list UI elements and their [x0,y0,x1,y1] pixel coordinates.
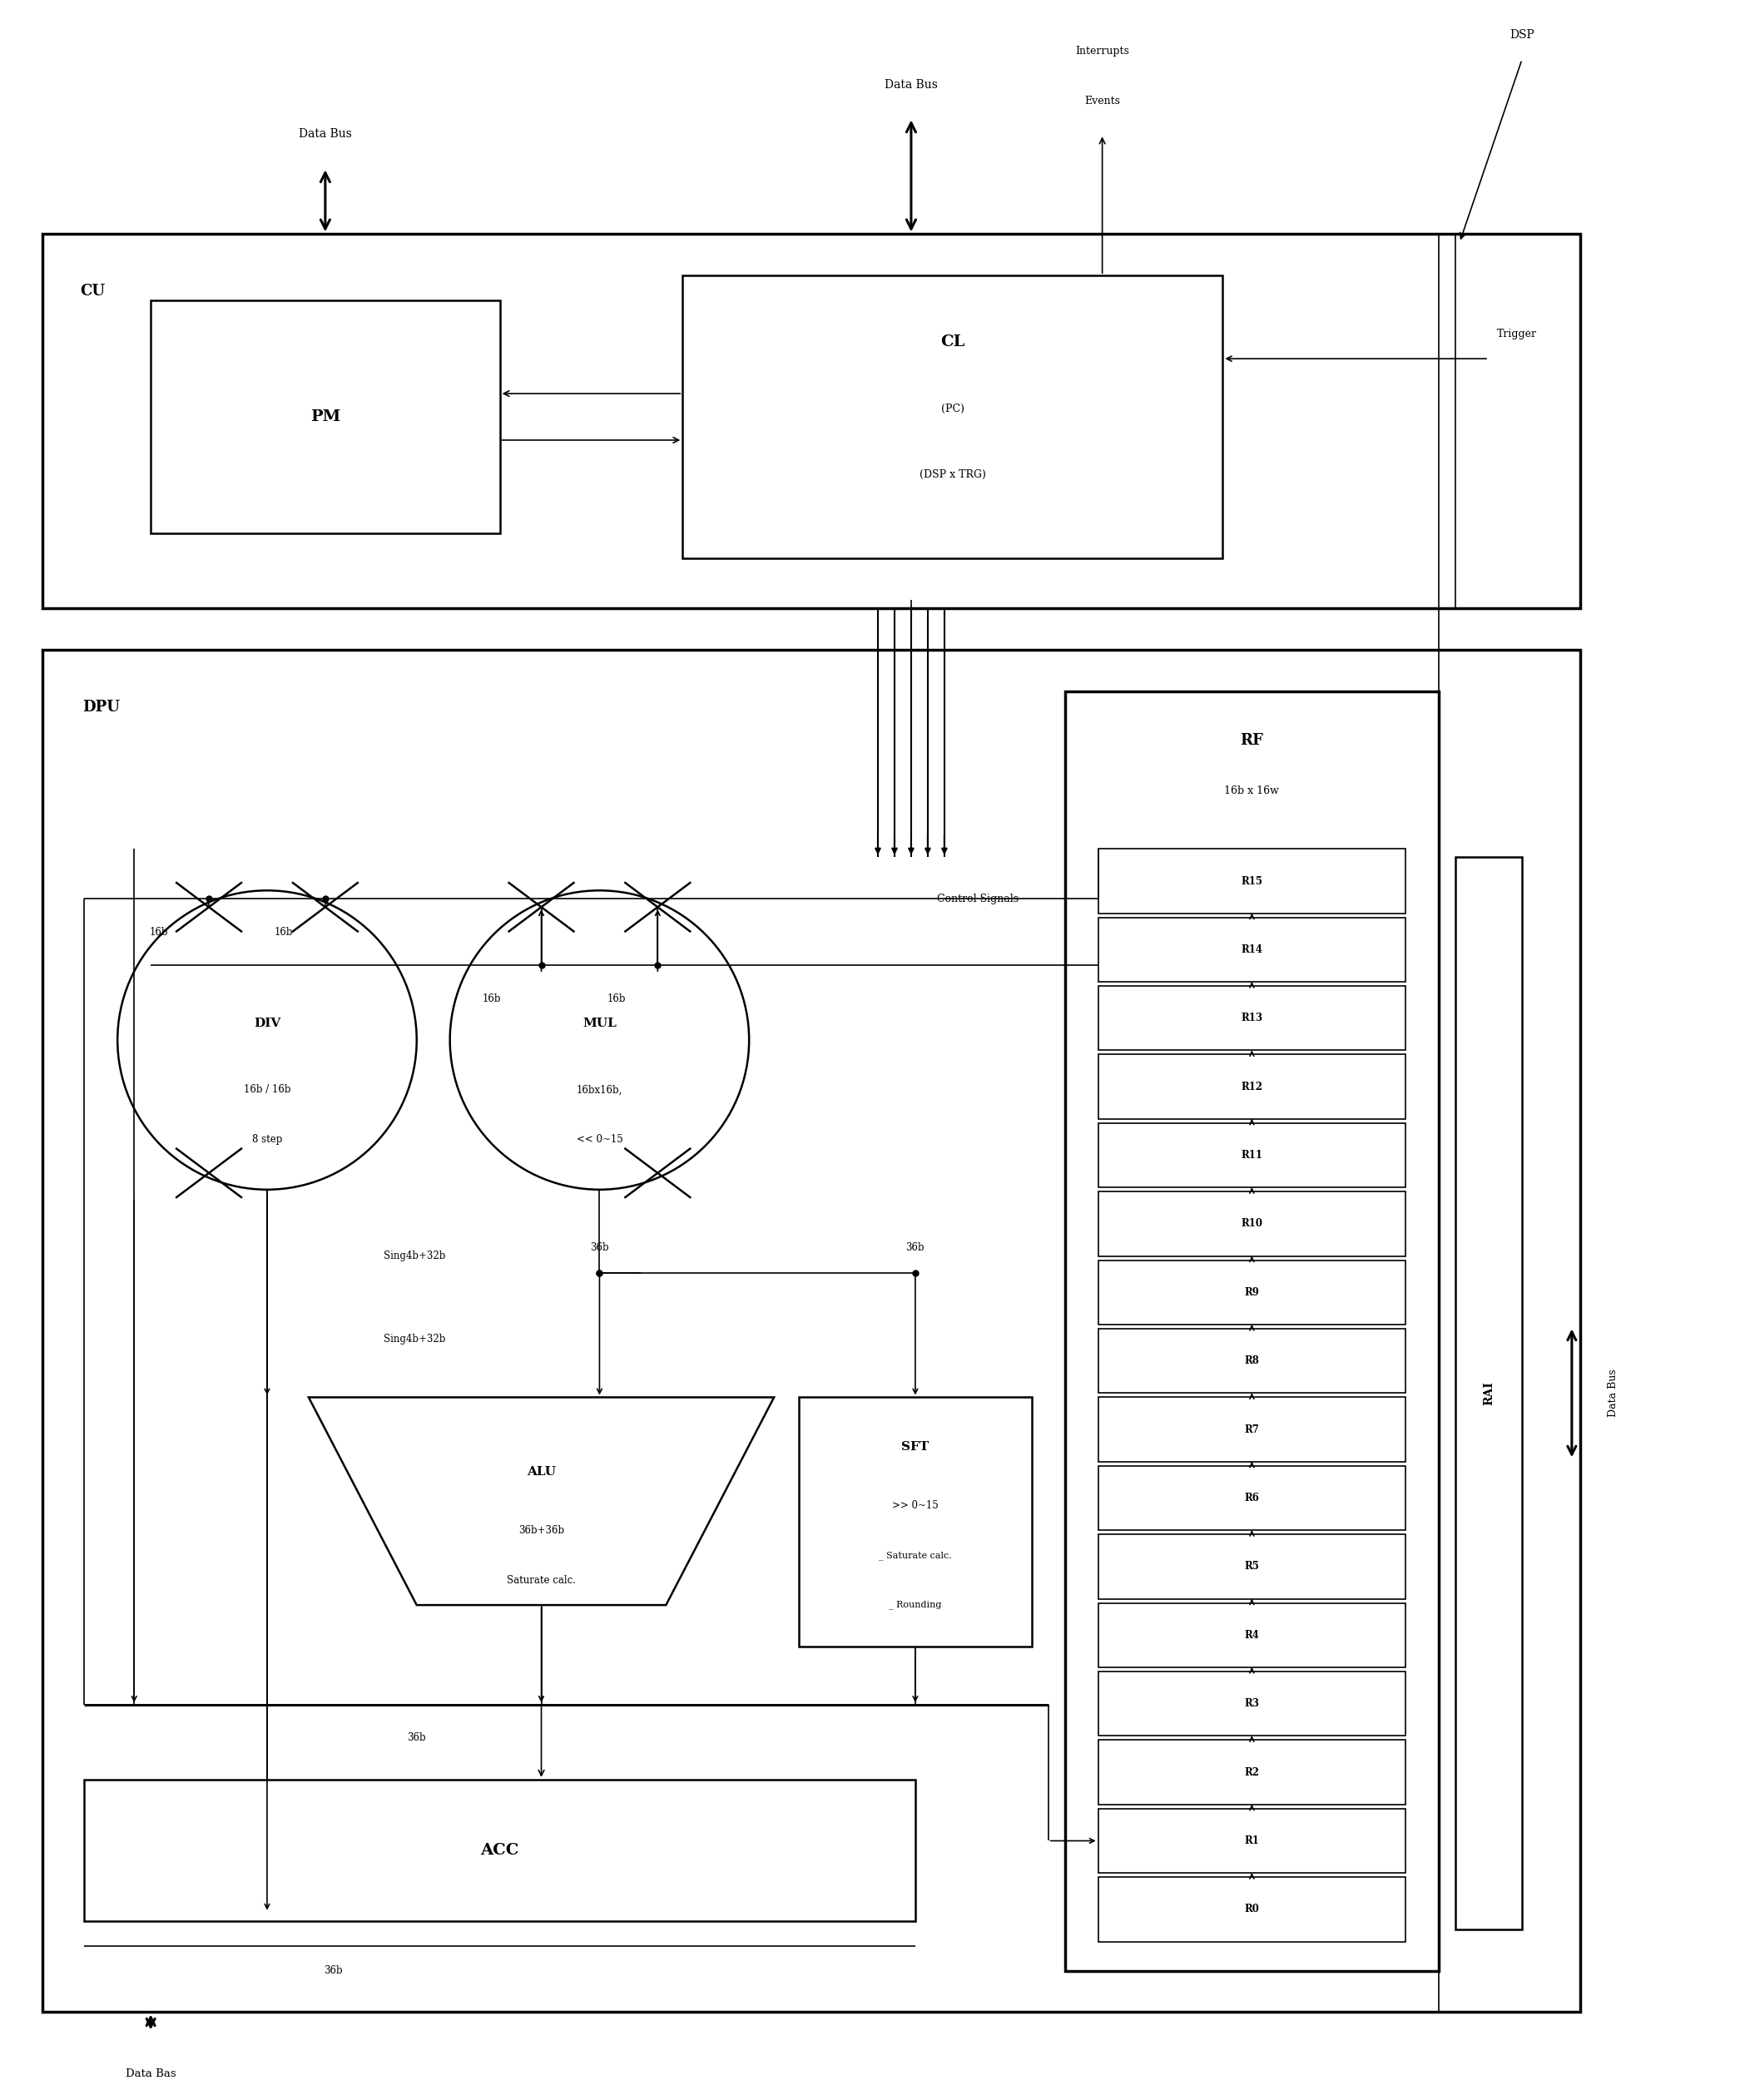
Text: ACC: ACC [480,1842,519,1859]
Bar [84,1779,915,1922]
Bar [1098,1535,1406,1598]
Text: R12: R12 [1241,1082,1263,1092]
Text: Interrupts: Interrupts [1075,46,1129,57]
Text: R1: R1 [1244,1835,1260,1846]
Bar [151,300,499,533]
Text: DSP: DSP [1510,29,1535,40]
Text: 36b: 36b [590,1243,609,1254]
Bar [1098,1260,1406,1325]
Bar [1098,987,1406,1050]
Text: R5: R5 [1244,1560,1260,1573]
Text: Saturate calc.: Saturate calc. [506,1575,576,1586]
Text: Data Bas: Data Bas [125,2068,176,2079]
Text: 16b: 16b [150,926,169,937]
Bar [1098,1124,1406,1186]
Bar [1098,1191,1406,1256]
Text: R4: R4 [1244,1630,1260,1640]
Text: Data Bus: Data Bus [299,128,351,141]
Text: >> 0~15: >> 0~15 [893,1499,938,1510]
Bar [799,1396,1032,1646]
Bar [1065,691,1439,1970]
Text: MUL: MUL [583,1018,616,1029]
Bar [1098,1741,1406,1804]
Text: Data Bus: Data Bus [884,78,938,90]
Text: 16bx16b,: 16bx16b, [576,1084,623,1096]
Text: << 0~15: << 0~15 [576,1134,623,1145]
Text: R14: R14 [1241,945,1263,956]
Text: 36b+36b: 36b+36b [519,1525,564,1535]
Text: R3: R3 [1244,1699,1260,1709]
Text: DPU: DPU [82,699,120,714]
Text: DIV: DIV [254,1018,280,1029]
Text: Control Signals: Control Signals [936,892,1018,905]
Text: R13: R13 [1241,1012,1263,1023]
Text: (PC): (PC) [941,403,964,414]
Bar [682,275,1223,559]
Text: _ Saturate calc.: _ Saturate calc. [879,1550,952,1560]
Text: R2: R2 [1244,1766,1260,1779]
Bar [1098,918,1406,983]
Bar [1098,1054,1406,1119]
Text: 16b: 16b [607,993,625,1004]
Text: R9: R9 [1244,1287,1260,1298]
Bar [44,649,1580,2012]
Text: 16b: 16b [275,926,292,937]
Text: 16b / 16b: 16b / 16b [244,1084,291,1096]
Text: Sing4b+32b: Sing4b+32b [383,1252,445,1262]
Bar [44,233,1580,609]
Bar [1098,1602,1406,1667]
Text: CL: CL [941,334,966,349]
Text: R7: R7 [1244,1424,1260,1434]
Text: ALU: ALU [527,1466,555,1478]
Text: 36b: 36b [907,1243,924,1254]
Text: R10: R10 [1241,1218,1263,1228]
Bar [1455,857,1522,1930]
Text: CU: CU [80,284,104,298]
Text: 8 step: 8 step [252,1134,282,1145]
Text: R8: R8 [1244,1357,1260,1367]
Bar [1098,1808,1406,1873]
Text: R6: R6 [1244,1493,1260,1504]
Text: 36b: 36b [324,1966,343,1976]
Text: R11: R11 [1241,1151,1263,1161]
Text: _ Rounding: _ Rounding [889,1600,941,1609]
Text: RAI: RAI [1482,1382,1495,1405]
Text: Data Bus: Data Bus [1608,1369,1618,1418]
Bar [1098,1329,1406,1392]
Bar [1098,1672,1406,1737]
Text: (DSP x TRG): (DSP x TRG) [919,470,987,481]
Bar [1098,1877,1406,1943]
Text: Sing4b+32b: Sing4b+32b [383,1334,445,1344]
Text: 16b x 16w: 16b x 16w [1225,785,1279,796]
Text: Events: Events [1084,97,1121,107]
Text: R0: R0 [1244,1905,1260,1915]
Bar [1098,1396,1406,1462]
Text: R15: R15 [1241,876,1263,886]
Bar [1098,848,1406,914]
Text: 16b: 16b [482,993,501,1004]
Text: 36b: 36b [407,1732,426,1743]
Text: RF: RF [1241,733,1263,748]
Bar [1098,1466,1406,1531]
Text: Trigger: Trigger [1496,328,1536,340]
Text: PM: PM [310,410,341,424]
Text: SFT: SFT [901,1441,929,1453]
